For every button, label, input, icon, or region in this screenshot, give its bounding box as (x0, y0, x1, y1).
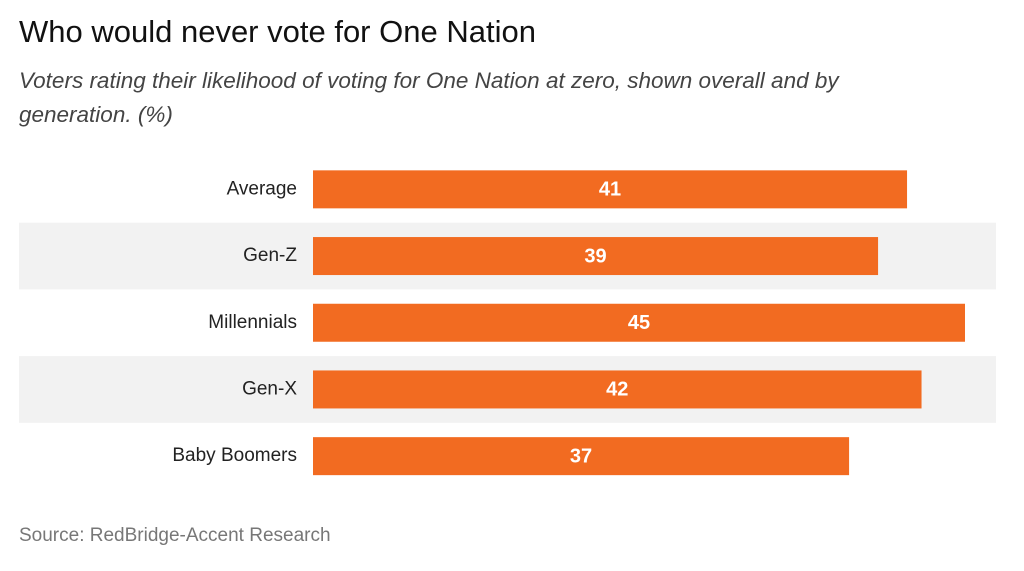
bar (313, 170, 908, 209)
value-label: 45 (628, 312, 650, 334)
chart-subtitle: Voters rating their likelihood of voting… (19, 68, 839, 127)
bar (313, 303, 965, 342)
value-label: 39 (584, 245, 606, 267)
value-label: 37 (570, 445, 592, 467)
value-label: 42 (606, 379, 628, 401)
bar (313, 370, 922, 409)
category-label: Baby Boomers (172, 445, 297, 466)
chart: Average 41 Gen-Z 39 Millennials 45 Gen-X 42 Baby… (19, 170, 996, 476)
category-label: Gen-Z (243, 245, 297, 266)
value-label: 41 (599, 179, 621, 201)
bar (313, 437, 850, 476)
category-label: Average (227, 178, 297, 199)
category-label: Gen-X (242, 378, 297, 399)
category-label: Millennials (208, 312, 297, 333)
source-note: Source: RedBridge-Accent Research (19, 525, 331, 546)
bar (313, 237, 879, 276)
chart-title: Who would never vote for One Nation (19, 14, 536, 49)
